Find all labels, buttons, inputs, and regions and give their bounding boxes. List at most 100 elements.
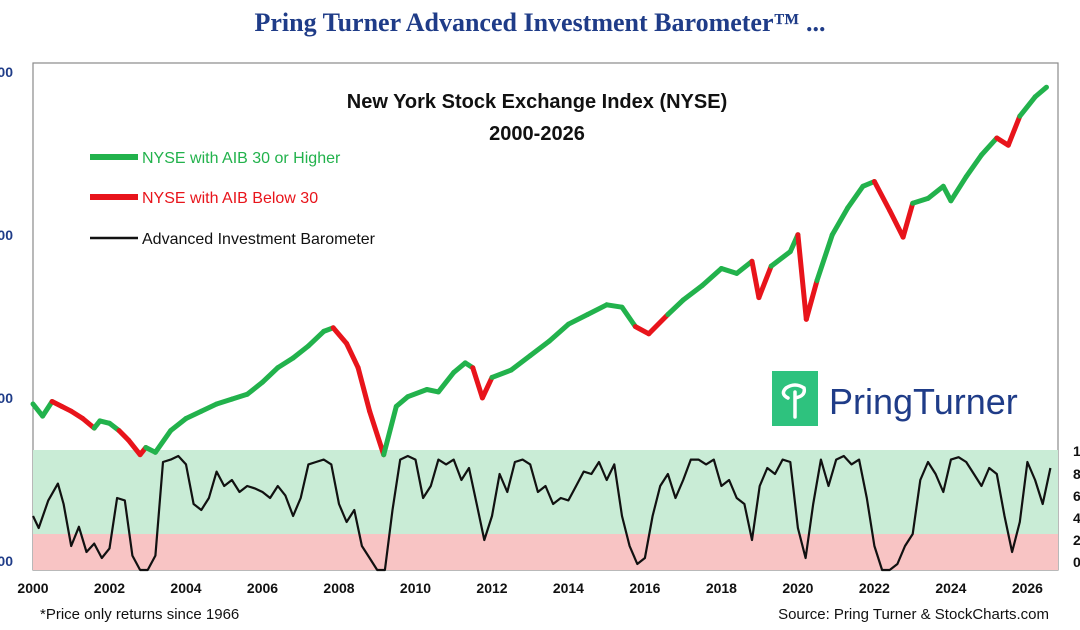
right-tick-label: 8: [1073, 466, 1080, 482]
nyse-segment-red: [330, 325, 350, 346]
nyse-segment-green: [229, 391, 250, 402]
legend-label-green: NYSE with AIB 30 or Higher: [142, 150, 341, 167]
aib-bearish-zone: [33, 534, 1058, 570]
nyse-segment-red: [367, 408, 387, 458]
nyse-segment-green: [244, 379, 265, 397]
nyse-line-group: [30, 84, 1049, 458]
nyse-segment-red: [632, 324, 652, 337]
nyse-segment-green: [275, 355, 296, 371]
nyse-segment-green: [718, 266, 740, 276]
nyse-segment-green: [1032, 84, 1049, 100]
nyse-segment-red: [1005, 113, 1023, 148]
nyse-segment-green: [405, 387, 430, 400]
left-tick-label: 00: [0, 227, 13, 243]
source-note: Source: Pring Turner & StockCharts.com: [778, 606, 1049, 623]
nyse-segment-red: [646, 312, 671, 337]
nyse-segment-green: [665, 297, 686, 317]
nyse-segment-red: [795, 232, 809, 322]
aib-bullish-zone: [33, 450, 1058, 534]
pringturner-logo-text: PringTurner: [829, 381, 1018, 422]
right-tick-label: 6: [1073, 488, 1080, 504]
nyse-segment-red: [900, 200, 916, 240]
pringturner-logo: PringTurner: [772, 371, 1018, 426]
x-axis: 2000 2002 2004 2006 2008 2010 2012 2014 2016 2018…: [17, 580, 1043, 596]
nyse-segment-green: [152, 428, 174, 455]
left-tick-label: 00: [0, 553, 13, 569]
nyse-segment-red: [470, 365, 485, 401]
x-tick-label: 2008: [323, 580, 354, 596]
left-tick-label: 00: [0, 64, 13, 80]
x-tick-label: 2018: [706, 580, 737, 596]
right-tick-label: 1: [1073, 443, 1080, 459]
nyse-segment-red: [126, 437, 143, 458]
nyse-segment-green: [585, 302, 610, 317]
left-axis: 00 00 00 00: [0, 64, 13, 569]
nyse-segment-green: [260, 365, 281, 385]
nyse-segment-green: [198, 401, 220, 414]
legend-label-black: Advanced Investment Barometer: [142, 231, 376, 248]
nyse-segment-green: [948, 174, 969, 204]
nyse-segment-green: [489, 367, 514, 380]
nyse-segment-green: [963, 152, 984, 180]
nyse-segment-green: [829, 205, 851, 238]
right-tick-label: 4: [1073, 510, 1080, 526]
x-tick-label: 2002: [94, 580, 125, 596]
nyse-segment-green: [40, 399, 55, 419]
left-tick-label: 00: [0, 390, 13, 406]
nyse-segment-green: [290, 343, 311, 361]
x-tick-label: 2010: [400, 580, 431, 596]
x-tick-label: 2006: [247, 580, 278, 596]
legend-label-red: NYSE with AIB Below 30: [142, 190, 318, 207]
legend: NYSE with AIB 30 or Higher NYSE with AIB…: [90, 150, 376, 248]
nyse-segment-green: [845, 183, 866, 211]
page-title: Pring Turner Advanced Investment Baromet…: [254, 8, 826, 37]
nyse-segment-red: [355, 365, 373, 414]
aib-line: [32, 454, 1052, 572]
nyse-segment-green: [814, 232, 835, 284]
nyse-segment-green: [768, 249, 793, 269]
nyse-segment-green: [508, 353, 533, 373]
nyse-segment-green: [680, 283, 705, 303]
right-tick-label: 0: [1073, 554, 1080, 570]
nyse-segment-green: [183, 408, 204, 421]
right-tick-label: 2: [1073, 532, 1080, 548]
nyse-segment-green: [435, 370, 457, 395]
chart-title: New York Stock Exchange Index (NYSE): [347, 91, 728, 113]
nyse-segment-red: [749, 258, 762, 301]
nyse-segment-green: [393, 394, 411, 409]
footnote-price-only: *Price only returns since 1966: [40, 606, 239, 623]
x-tick-label: 2022: [859, 580, 890, 596]
nyse-segment-green: [925, 183, 946, 201]
nyse-segment-green: [619, 304, 638, 330]
nyse-segment-green: [1017, 94, 1038, 119]
x-tick-label: 2000: [17, 580, 48, 596]
x-tick-label: 2004: [170, 580, 201, 596]
x-tick-label: 2016: [629, 580, 660, 596]
x-tick-label: 2026: [1012, 580, 1043, 596]
nyse-segment-red: [803, 278, 820, 322]
nyse-segment-red: [344, 341, 361, 371]
nyse-segment-green: [979, 135, 1000, 158]
x-tick-label: 2024: [935, 580, 966, 596]
nyse-segment-green: [381, 403, 399, 458]
nyse-segment-green: [699, 266, 724, 288]
nyse-segment-green: [565, 312, 591, 327]
nyse-segment-green: [527, 338, 552, 359]
nyse-segment-green: [168, 416, 189, 434]
nyse-segment-green: [305, 328, 327, 349]
x-tick-label: 2012: [476, 580, 507, 596]
nyse-segment-red: [756, 263, 774, 301]
right-axis: 1 8 6 4 2 0: [1073, 443, 1080, 570]
nyse-segment-green: [214, 396, 235, 407]
chart-subtitle: 2000-2026: [489, 123, 585, 145]
x-tick-label: 2020: [782, 580, 813, 596]
nyse-segment-green: [734, 258, 755, 276]
nyse-segment-red: [871, 179, 893, 213]
nyse-segment-red: [479, 374, 495, 401]
nyse-segment-green: [910, 195, 931, 206]
nyse-segment-red: [887, 208, 906, 240]
nyse-segment-green: [604, 302, 625, 310]
nyse-segment-green: [546, 321, 571, 344]
x-tick-label: 2014: [553, 580, 584, 596]
